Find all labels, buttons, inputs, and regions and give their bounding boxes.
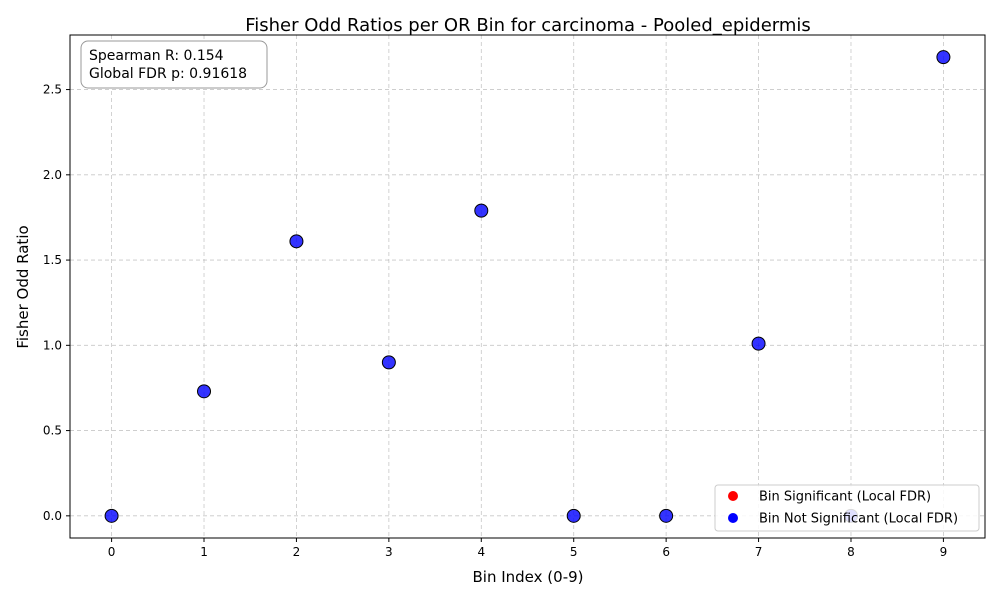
data-point — [659, 508, 674, 523]
x-tick-label: 1 — [200, 545, 208, 559]
stats-annotation-box: Spearman R: 0.154 Global FDR p: 0.91618 — [80, 40, 268, 89]
x-tick-label: 2 — [293, 545, 301, 559]
data-point — [381, 355, 396, 370]
data-point — [197, 384, 212, 399]
legend-label-not-significant: Bin Not Significant (Local FDR) — [759, 512, 958, 527]
x-axis-label: Bin Index (0-9) — [473, 568, 584, 586]
data-point — [289, 234, 304, 249]
x-tick-label: 5 — [570, 545, 578, 559]
legend-marker-not-significant — [728, 513, 738, 523]
data-point — [751, 336, 766, 351]
x-tick-label: 0 — [108, 545, 116, 559]
data-point — [566, 508, 581, 523]
y-axis-label: Fisher Odd Ratio — [14, 225, 32, 348]
x-tick-label: 7 — [755, 545, 763, 559]
data-point — [474, 203, 489, 218]
legend-label-significant: Bin Significant (Local FDR) — [759, 490, 931, 505]
plot-area-frame — [69, 34, 986, 539]
chart-title: Fisher Odd Ratios per OR Bin for carcino… — [245, 15, 811, 36]
x-tick-label: 3 — [385, 545, 393, 559]
y-tick-label: 0.5 — [43, 424, 62, 438]
legend-marker-significant — [728, 491, 738, 501]
y-tick-label: 1.0 — [43, 338, 62, 352]
y-tick-label: 2.5 — [43, 83, 62, 97]
grid — [70, 35, 985, 538]
data-point — [104, 508, 119, 523]
legend-frame — [714, 484, 980, 532]
y-tick-label: 0.0 — [43, 509, 62, 523]
data-point — [936, 50, 951, 65]
x-tick-label: 8 — [847, 545, 855, 559]
y-tick-label: 1.5 — [43, 253, 62, 267]
legend: Bin Significant (Local FDR) Bin Not Sign… — [714, 484, 980, 532]
x-tick-label: 9 — [940, 545, 948, 559]
y-axis-ticks: 0.0 0.5 1.0 1.5 2.0 2.5 — [43, 83, 70, 523]
y-tick-label: 2.0 — [43, 168, 62, 182]
x-tick-label: 4 — [477, 545, 485, 559]
x-axis-ticks: 0 1 2 3 4 5 6 7 8 9 — [108, 538, 947, 559]
global-fdr-text: Global FDR p: 0.91618 — [89, 66, 247, 82]
x-tick-label: 6 — [662, 545, 670, 559]
spearman-r-text: Spearman R: 0.154 — [89, 48, 224, 64]
stats-annotation-frame — [80, 40, 268, 89]
